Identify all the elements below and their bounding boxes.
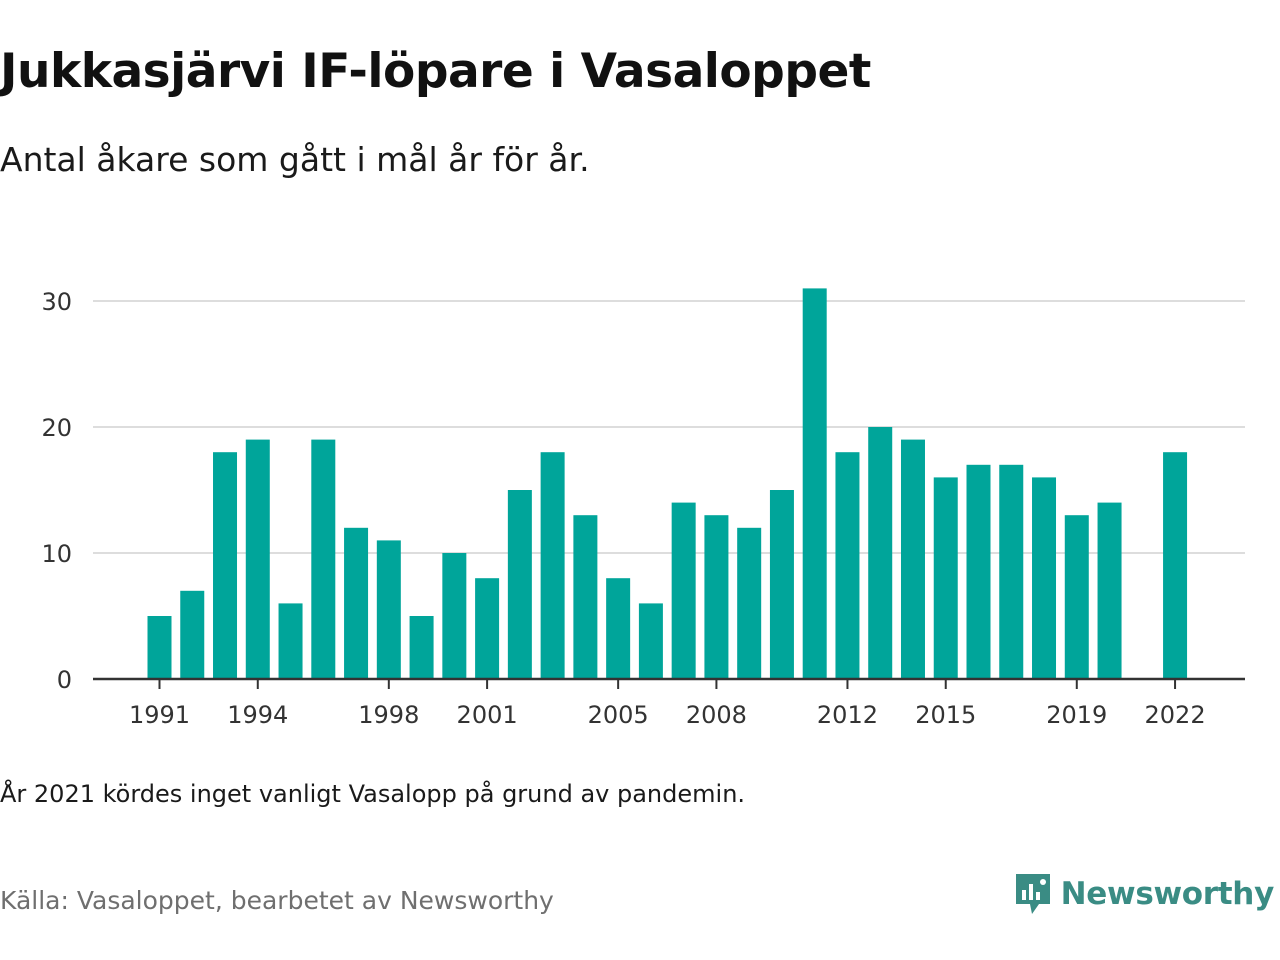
x-tick-label-2019: 2019 <box>1046 701 1107 729</box>
x-tick-label-1994: 1994 <box>227 701 288 729</box>
bar-2013 <box>868 427 893 679</box>
bars <box>147 288 1188 679</box>
y-tick-label-10: 10 <box>41 540 72 568</box>
bar-2022 <box>1163 452 1188 679</box>
brand-name: Newsworthy <box>1060 876 1275 912</box>
bar-2010 <box>769 490 794 679</box>
bar-2001 <box>475 578 500 679</box>
bar-2006 <box>638 603 663 679</box>
bar-2015 <box>933 477 958 679</box>
bar-2019 <box>1064 515 1089 679</box>
bar-2004 <box>573 515 598 679</box>
x-tick-label-2005: 2005 <box>588 701 649 729</box>
bar-2005 <box>606 578 631 679</box>
x-tick-label-2022: 2022 <box>1145 701 1206 729</box>
bar-1996 <box>311 439 336 679</box>
bar-1993 <box>213 452 238 679</box>
bar-2014 <box>900 439 925 679</box>
bar-2003 <box>540 452 565 679</box>
source-credit: Källa: Vasaloppet, bearbetet av Newswort… <box>0 886 554 915</box>
bar-1997 <box>344 527 369 679</box>
x-tick-label-2008: 2008 <box>686 701 747 729</box>
x-tick-label-1998: 1998 <box>358 701 419 729</box>
bar-2017 <box>999 464 1024 679</box>
bar-1995 <box>278 603 303 679</box>
bar-2012 <box>835 452 860 679</box>
x-tick-label-1991: 1991 <box>129 701 190 729</box>
y-tick-label-0: 0 <box>57 666 72 694</box>
bar-2000 <box>442 553 467 679</box>
bar-chart: 0 10 20 30 1991 1994 1998 2001 2005 2008 2012 2015 2… <box>41 288 1245 729</box>
chart-subtitle: Antal åkare som gått i mål år för år. <box>0 140 590 179</box>
bar-2007 <box>671 502 696 679</box>
bar-1999 <box>409 616 434 679</box>
chart-title: Jukkasjärvi IF-löpare i Vasaloppet <box>0 44 871 99</box>
x-axis <box>93 677 1245 689</box>
x-tick-label-2001: 2001 <box>457 701 518 729</box>
bar-2020 <box>1097 502 1122 679</box>
brand-logo: Newsworthy <box>1013 870 1274 918</box>
x-tick-label-2015: 2015 <box>915 701 976 729</box>
bar-1992 <box>180 590 205 679</box>
chart-note: År 2021 kördes inget vanligt Vasalopp på… <box>0 780 746 808</box>
x-tick-label-2012: 2012 <box>817 701 878 729</box>
bar-1994 <box>245 439 270 679</box>
y-tick-label-20: 20 <box>41 414 72 442</box>
newsworthy-logo-icon <box>1015 874 1050 914</box>
bar-2016 <box>966 464 991 679</box>
bar-1998 <box>376 540 401 679</box>
bar-2018 <box>1032 477 1057 679</box>
bar-1991 <box>147 616 172 679</box>
y-tick-label-30: 30 <box>41 288 72 316</box>
bar-2008 <box>704 515 729 679</box>
bar-2009 <box>737 527 762 679</box>
tick-labels: 0 10 20 30 1991 1994 1998 2001 2005 2008 2012 2015 2… <box>41 288 1205 729</box>
bar-2002 <box>507 490 532 679</box>
bar-2011 <box>802 288 827 679</box>
